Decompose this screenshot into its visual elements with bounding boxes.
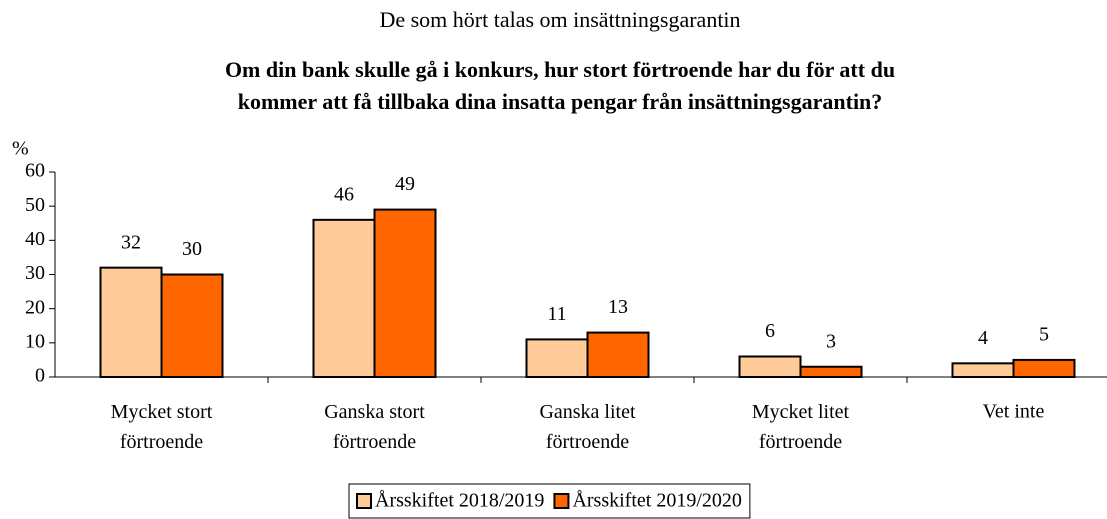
x-tick-label: Vet inte: [983, 401, 1045, 423]
value-label: 3: [826, 330, 836, 352]
x-tick-label: Ganska litet förtroende: [539, 401, 636, 453]
legend-swatch: [356, 493, 372, 509]
y-tick-label: 60: [25, 160, 45, 182]
bar: [586, 331, 650, 379]
value-label: 49: [395, 173, 415, 195]
legend-label: Årsskiftet 2019/2020: [572, 490, 741, 512]
bar: [738, 355, 802, 378]
bar: [312, 218, 376, 378]
bar: [951, 362, 1015, 379]
chart-subtitle: Om din bank skulle gå i konkurs, hur sto…: [225, 57, 895, 114]
value-label: 30: [182, 238, 202, 260]
value-label: 6: [765, 320, 775, 342]
value-label: 5: [1039, 324, 1049, 346]
value-label: 4: [978, 327, 988, 349]
bar: [525, 338, 589, 378]
bar: [1012, 358, 1076, 378]
y-tick-label: 50: [25, 194, 45, 216]
value-label: 32: [121, 231, 141, 253]
bar: [373, 208, 437, 378]
bar: [99, 266, 163, 378]
legend-box: [348, 483, 751, 519]
y-tick-label: 30: [25, 262, 45, 284]
y-tick-label: 20: [25, 296, 45, 318]
legend-swatch: [553, 493, 570, 509]
x-tick-label: Mycket stort förtroende: [111, 401, 213, 453]
value-label: 13: [608, 296, 628, 318]
x-tick-label: Ganska stort förtroende: [324, 401, 425, 453]
bar: [799, 365, 863, 378]
value-label: 46: [334, 183, 354, 205]
y-tick-label: 0: [35, 365, 45, 387]
value-label: 11: [547, 303, 566, 325]
bar: [160, 273, 224, 378]
legend-label: Årsskiftet 2018/2019: [375, 490, 544, 512]
chart-title: De som hört talas om insättningsgarantin: [379, 7, 740, 32]
y-axis-label: %: [12, 138, 29, 160]
x-tick-label: Mycket litet förtroende: [752, 401, 850, 453]
y-tick-label: 40: [25, 228, 45, 250]
y-tick-label: 10: [25, 330, 45, 352]
